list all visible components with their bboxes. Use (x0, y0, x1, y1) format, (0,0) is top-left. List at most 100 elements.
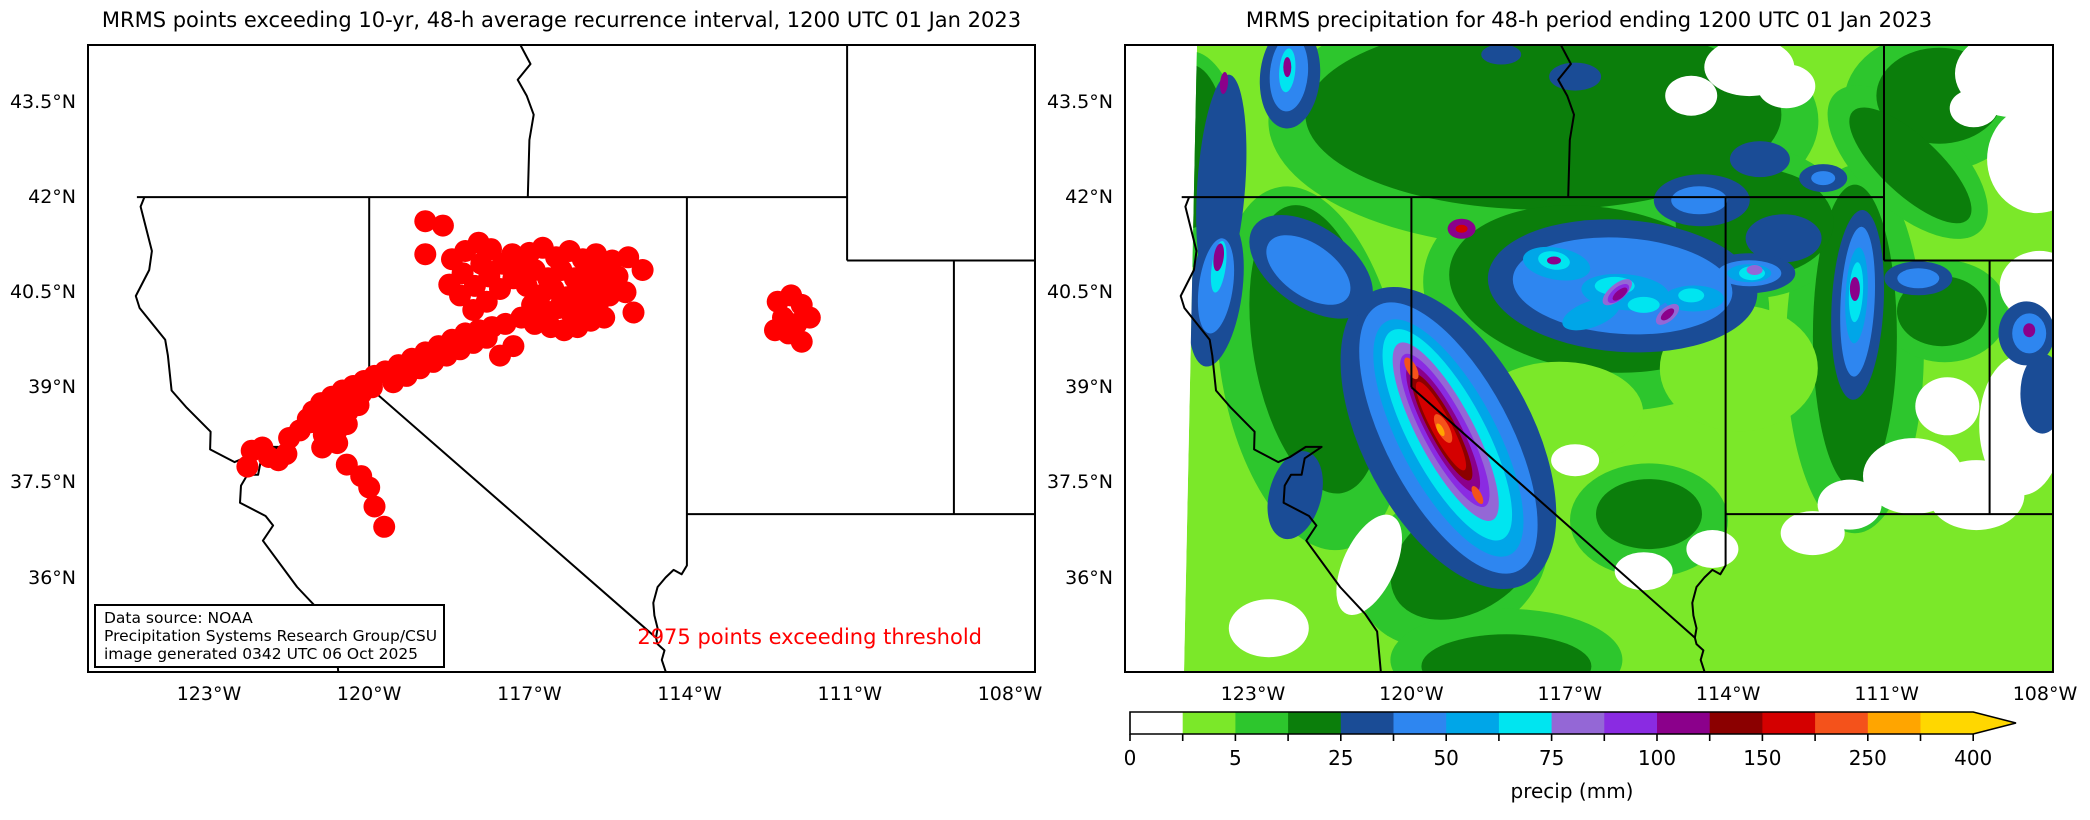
precip-contour-blob (1547, 256, 1561, 265)
precip-contour-blob (1627, 296, 1660, 313)
exceedance-point (631, 259, 654, 281)
lat-tick-label-right: 42°N (1065, 186, 1113, 209)
colorbar-segment (1815, 712, 1869, 734)
colorbar-axis-label: precip (mm) (1510, 779, 1634, 803)
exceedance-point (475, 326, 498, 349)
left-lon-tick-label: 120°W (336, 683, 402, 705)
lat-tick-label-left: 42°N (28, 186, 76, 209)
precip-contour-blob (1283, 57, 1292, 78)
precip-contour-blob (1228, 599, 1309, 658)
lat-tick-label-right: 37.5°N (1046, 471, 1113, 494)
left-map-title: MRMS points exceeding 10-yr, 48-h averag… (101, 8, 1022, 32)
exceedance-point (360, 376, 383, 399)
exceedance-point (614, 281, 637, 304)
colorbar-segment (1920, 712, 1974, 734)
left-lon-tick-label: 114°W (657, 683, 722, 705)
lat-tick-label-left: 43.5°N (9, 91, 76, 113)
precip-contour-blob (1549, 62, 1602, 91)
exceedance-point (798, 306, 821, 329)
precip-contour-blob (1746, 265, 1763, 275)
exceedance-point (326, 432, 349, 455)
precip-contour-blob (2020, 353, 2053, 434)
exceedance-point (347, 394, 370, 417)
precip-contour-blob (1196, 74, 1247, 295)
colorbar-tick-label: 75 (1538, 746, 1565, 770)
state-border (1557, 45, 1575, 198)
precip-contour-blob (1915, 377, 1980, 436)
lat-tick-label-right: 43.5°N (1046, 91, 1113, 113)
colorbar-tick-label: 250 (1848, 746, 1887, 770)
precip-contour-blob (1665, 75, 1718, 116)
precip-contour-blob (1436, 423, 1445, 437)
infobox-line-generated: image generated 0342 UTC 06 Oct 2025 (104, 645, 419, 663)
lat-tick-label-right: 40.5°N (1046, 281, 1113, 304)
colorbar-segment (1498, 712, 1553, 734)
colorbar-segment (1130, 712, 1184, 734)
coastline (1179, 196, 1382, 672)
left-lon-tick-label: 111°W (817, 683, 883, 705)
exceedance-point (790, 330, 813, 353)
precip-contour-blob (1614, 552, 1673, 591)
colorbar-segment (1867, 712, 1921, 734)
right-lon-tick-label: 123°W (1220, 683, 1286, 705)
precip-contour-blob (1596, 479, 1702, 550)
precip-contour-blob (1686, 530, 1739, 568)
colorbar-segment (1551, 712, 1605, 734)
exceedance-point (299, 411, 322, 434)
colorbar-segment (1288, 712, 1342, 734)
state-border (652, 197, 688, 638)
precip-contour-blob (1863, 438, 1963, 515)
precip-contour-blob (1612, 287, 1628, 301)
colorbar-tick-label: 25 (1328, 746, 1354, 770)
colorbar (1129, 711, 2017, 741)
exceedance-point (414, 210, 437, 233)
exceedance-point (275, 442, 298, 465)
precip-contour-blob (1987, 105, 2053, 214)
precip-contour-blob (1455, 224, 1468, 233)
precip-contour-blob (1551, 444, 1600, 477)
precip-contour-blob (1213, 243, 1225, 272)
exceedance-point (335, 413, 358, 436)
precip-contour-blob (1897, 268, 1940, 289)
precip-contour-blob (1266, 235, 1351, 305)
right-lon-tick-label: 114°W (1695, 683, 1761, 705)
colorbar-segment (1235, 712, 1289, 734)
colorbar-tick-label: 0 (1123, 746, 1137, 770)
infobox-line-source: Data source: NOAA (104, 609, 253, 627)
exceedance-point (358, 476, 381, 499)
precip-contour-blob (1757, 64, 1816, 109)
exceedance-point (502, 335, 525, 358)
colorbar-tick-label: 100 (1637, 746, 1677, 770)
state-border (1410, 386, 1706, 672)
precip-contour-blob (1780, 511, 1845, 556)
precip-field (1184, 45, 2053, 672)
precip-contour-blob (1729, 141, 1790, 178)
colorbar-segment (1762, 712, 1816, 734)
exceedance-point (593, 306, 616, 329)
state-border (368, 386, 667, 672)
colorbar-segment (1657, 712, 1711, 734)
left-lon-tick-label: 123°W (176, 683, 242, 705)
exceedance-point (363, 495, 386, 518)
right-lon-tick-label: 111°W (1854, 683, 1919, 705)
lat-tick-label-left: 37.5°N (9, 471, 76, 494)
precip-contour-blob (1305, 45, 1782, 210)
exceedance-point (431, 214, 454, 237)
colorbar-segment (1446, 712, 1500, 734)
colorbar-tick-label: 50 (1433, 746, 1459, 770)
exceedance-point (414, 243, 437, 266)
colorbar-segment (1182, 712, 1236, 734)
colorbar-tick-label: 150 (1743, 746, 1782, 770)
state-border (516, 45, 535, 198)
left-lon-tick-label: 117°W (497, 683, 562, 705)
right-map-title: MRMS precipitation for 48-h period endin… (1245, 8, 1933, 32)
exceedance-point (373, 515, 396, 538)
exceedance-point (494, 312, 517, 335)
exceedance-point (236, 455, 259, 478)
lat-tick-label-right: 36°N (1065, 566, 1113, 589)
data-source-infobox: Data source: NOAA Precipitation Systems … (94, 604, 445, 668)
state-border (1691, 197, 1727, 638)
precip-contour-blob (1745, 214, 1822, 263)
